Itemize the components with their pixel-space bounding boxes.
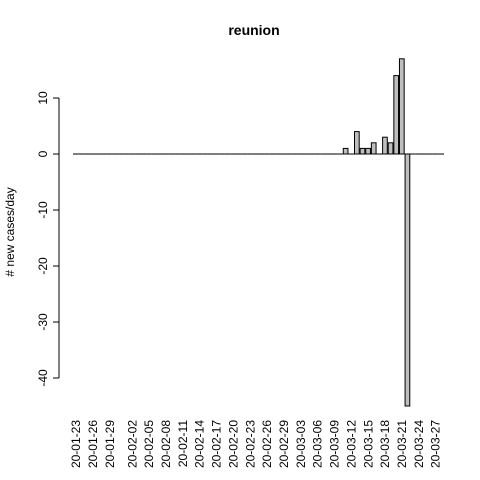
x-tick-label: 20-03-24 bbox=[412, 420, 426, 468]
y-tick-label: 10 bbox=[36, 91, 50, 105]
x-tick-label: 20-02-11 bbox=[176, 420, 190, 467]
bar bbox=[354, 131, 360, 155]
x-tick-label: 20-02-20 bbox=[226, 420, 240, 468]
x-tick-label: 20-02-05 bbox=[142, 420, 156, 468]
y-tick-label: -20 bbox=[36, 257, 50, 275]
x-axis-tick-labels: 20-01-23 20-01-26 20-01-29 20-02-02 20-02-05… bbox=[69, 420, 443, 468]
x-tick-label: 20-02-29 bbox=[277, 420, 291, 468]
bar bbox=[359, 147, 366, 155]
y-tick-label: -30 bbox=[36, 313, 50, 331]
y-tick-label: 0 bbox=[36, 150, 50, 157]
x-tick-label: 20-02-14 bbox=[193, 420, 207, 468]
x-tick-label: 20-03-09 bbox=[328, 420, 342, 468]
y-tick-label: -10 bbox=[36, 201, 50, 219]
x-tick-label: 20-01-26 bbox=[86, 420, 100, 468]
x-tick-label: 20-01-29 bbox=[103, 420, 117, 468]
bar bbox=[342, 147, 349, 155]
bar bbox=[398, 58, 405, 155]
x-tick-label: 20-01-23 bbox=[69, 420, 83, 468]
x-tick-label: 20-02-23 bbox=[243, 420, 257, 468]
x-tick-label: 20-02-02 bbox=[125, 420, 139, 468]
bar bbox=[404, 153, 411, 407]
x-tick-label: 20-03-06 bbox=[311, 420, 325, 468]
y-axis-label: # new cases/day bbox=[3, 187, 17, 276]
x-tick-label: 20-02-08 bbox=[159, 420, 173, 468]
x-tick-label: 20-03-15 bbox=[361, 420, 375, 468]
y-axis: 10 0 -10 -20 -30 -40 bbox=[36, 91, 60, 387]
bar bbox=[387, 142, 394, 155]
bar bbox=[365, 147, 371, 155]
bar bbox=[393, 75, 400, 155]
bars-group bbox=[73, 58, 444, 407]
bar bbox=[370, 142, 377, 155]
x-tick-label: 20-02-17 bbox=[210, 420, 224, 468]
x-tick-label: 20-03-03 bbox=[294, 420, 308, 468]
bar bbox=[382, 136, 388, 155]
chart-title: reunion bbox=[228, 22, 279, 38]
y-tick-label: -40 bbox=[36, 369, 50, 387]
x-tick-label: 20-03-27 bbox=[429, 420, 443, 468]
x-tick-label: 20-03-12 bbox=[344, 420, 358, 468]
x-tick-label: 20-02-26 bbox=[260, 420, 274, 468]
x-tick-label: 20-03-18 bbox=[378, 420, 392, 468]
x-tick-label: 20-03-21 bbox=[395, 420, 409, 468]
